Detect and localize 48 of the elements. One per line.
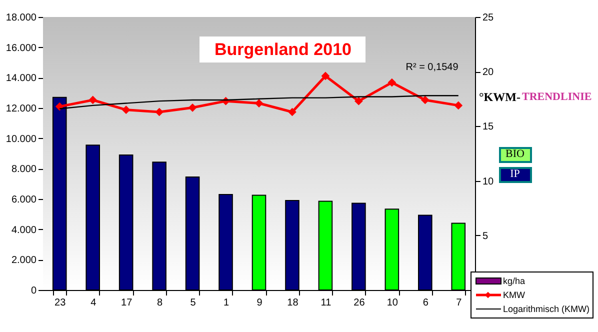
x-tick-label: 7 <box>456 298 462 308</box>
y-tick-label: 14.000 <box>6 73 37 84</box>
x-tick-label: 17 <box>121 298 133 308</box>
text: TRENDLINIE <box>522 91 592 103</box>
x-tick-label: 8 <box>157 298 164 308</box>
legend-label: KMW <box>503 290 526 300</box>
x-tick-label: 11 <box>320 298 332 308</box>
x-tick-label: 5 <box>190 298 196 308</box>
y2-tick-label: 15 <box>482 122 494 133</box>
y-tick-label: 0 <box>30 286 37 296</box>
point <box>321 72 330 80</box>
x-tick-label: 18 <box>287 298 299 308</box>
point <box>88 96 98 104</box>
text: BIO <box>506 148 525 160</box>
x-tick-label: 23 <box>54 298 66 308</box>
point <box>288 108 296 116</box>
point <box>155 108 164 116</box>
y-tick-label: 18.000 <box>6 12 37 24</box>
point <box>454 101 463 110</box>
y2-tick-label: 5 <box>482 230 488 242</box>
point <box>122 106 130 114</box>
x-tick-label: 10 <box>386 298 398 308</box>
point <box>188 103 197 112</box>
y-tick-label: 8.000 <box>11 164 37 176</box>
point <box>388 78 396 87</box>
point <box>354 96 363 106</box>
y-tick-label: 4.000 <box>11 224 37 236</box>
y2-tick-label: 20 <box>482 67 494 78</box>
y-tick-label: 12.000 <box>6 104 37 114</box>
annotation: R² = 0,1549 <box>406 62 459 73</box>
x-tick-label: 1 <box>223 298 230 308</box>
y2-tick-label: 25 <box>482 12 494 24</box>
point <box>420 96 430 104</box>
x-tick-label: 4 <box>90 298 97 308</box>
y-tick-label: 10.000 <box>6 134 37 145</box>
text: Burgenland 2010 <box>214 40 352 59</box>
y-tick-label: 2.000 <box>11 255 37 266</box>
x-tick-label: 6 <box>422 298 429 308</box>
x-tick-label: 9 <box>256 298 263 308</box>
y-tick-label: 6.000 <box>11 194 37 206</box>
y-tick-label: 16.000 <box>6 42 37 54</box>
y2-tick-label: 10 <box>482 176 494 188</box>
text: IP <box>510 168 520 180</box>
x-tick-label: 26 <box>354 298 366 308</box>
point <box>254 99 264 108</box>
text: °KWM- <box>479 90 520 104</box>
legend-label: Logarithmisch (KMW) <box>503 304 590 314</box>
legend-label: kg/ha <box>503 276 526 286</box>
